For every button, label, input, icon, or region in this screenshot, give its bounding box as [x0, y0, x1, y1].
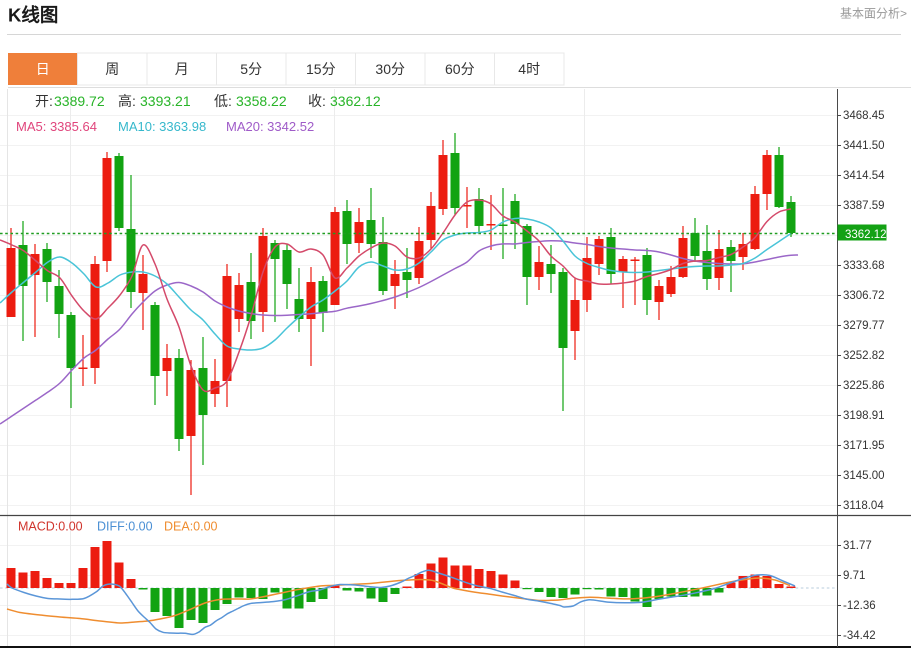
svg-text:3225.86: 3225.86 — [843, 380, 885, 392]
svg-text:15分: 15分 — [306, 61, 336, 77]
svg-text:3362.12: 3362.12 — [330, 93, 381, 109]
svg-text:收:: 收: — [308, 93, 326, 109]
svg-text:低:: 低: — [214, 93, 232, 109]
svg-text:日: 日 — [36, 61, 50, 77]
svg-text:3171.95: 3171.95 — [843, 440, 885, 452]
svg-text:3387.59: 3387.59 — [843, 200, 885, 212]
svg-text:60分: 60分 — [445, 61, 475, 77]
svg-text:3252.82: 3252.82 — [843, 350, 885, 362]
svg-text:高:: 高: — [118, 93, 136, 109]
svg-text:K线图: K线图 — [8, 5, 58, 26]
svg-text:MA10: 3363.98: MA10: 3363.98 — [118, 119, 206, 134]
svg-text:3441.50: 3441.50 — [843, 140, 885, 152]
svg-text:3279.77: 3279.77 — [843, 320, 885, 332]
svg-text:月: 月 — [175, 61, 189, 77]
svg-text:3306.72: 3306.72 — [843, 290, 885, 302]
svg-text:MA5: 3385.64: MA5: 3385.64 — [16, 119, 97, 134]
svg-text:3393.21: 3393.21 — [140, 93, 191, 109]
svg-text:3145.00: 3145.00 — [843, 470, 885, 482]
svg-text:-12.36: -12.36 — [843, 600, 876, 612]
svg-text:5分: 5分 — [240, 61, 262, 77]
svg-text:MACD:0.00: MACD:0.00 — [18, 520, 83, 534]
svg-text:3389.72: 3389.72 — [54, 93, 105, 109]
svg-text:3333.68: 3333.68 — [843, 260, 885, 272]
svg-text:3358.22: 3358.22 — [236, 93, 287, 109]
svg-text:3198.91: 3198.91 — [843, 410, 885, 422]
svg-text:4时: 4时 — [518, 61, 540, 77]
svg-text:3362.12: 3362.12 — [845, 229, 887, 241]
svg-text:DEA:0.00: DEA:0.00 — [164, 520, 218, 534]
svg-text:MA20: 3342.52: MA20: 3342.52 — [226, 119, 314, 134]
svg-text:3118.04: 3118.04 — [843, 500, 884, 512]
svg-text:开:: 开: — [35, 93, 53, 109]
svg-text:-34.42: -34.42 — [843, 630, 876, 642]
svg-text:31.77: 31.77 — [843, 540, 872, 552]
svg-text:3414.54: 3414.54 — [843, 170, 885, 182]
svg-text:基本面分析>: 基本面分析> — [840, 7, 907, 21]
svg-text:DIFF:0.00: DIFF:0.00 — [97, 520, 153, 534]
svg-text:9.71: 9.71 — [843, 570, 865, 582]
svg-text:周: 周 — [105, 61, 119, 77]
svg-text:3468.45: 3468.45 — [843, 110, 885, 122]
svg-text:30分: 30分 — [375, 61, 405, 77]
